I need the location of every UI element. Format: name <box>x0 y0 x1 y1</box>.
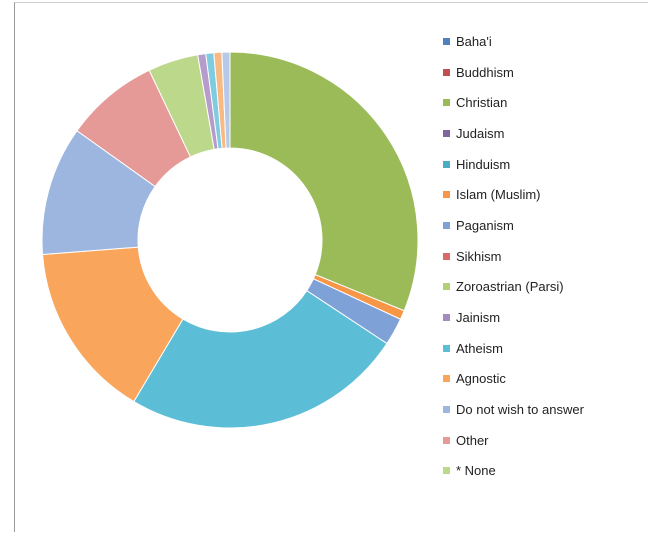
legend-item: Atheism <box>443 333 643 364</box>
legend-label: Zoroastrian (Parsi) <box>456 279 564 295</box>
legend-item: Islam (Muslim) <box>443 179 643 210</box>
slice-christian <box>229 51 419 312</box>
legend-label: Islam (Muslim) <box>456 187 541 203</box>
legend-label: Do not wish to answer <box>456 402 584 418</box>
legend-swatch <box>443 467 450 475</box>
legend-swatch <box>443 314 450 322</box>
legend-label: Hinduism <box>456 156 511 172</box>
slice-unlabeled-18 <box>221 51 231 149</box>
legend-swatch <box>443 283 450 291</box>
legend-item: Paganism <box>443 210 643 241</box>
legend-label: Christian <box>456 95 508 111</box>
legend-swatch <box>443 37 450 45</box>
legend-swatch <box>443 221 450 229</box>
legend-item: Buddhism <box>443 57 643 88</box>
legend-label: Jainism <box>456 310 501 326</box>
legend: Baha'i Buddhism Christian Judaism Hinduism Is… <box>443 26 643 486</box>
legend-item: Sikhism <box>443 241 643 272</box>
legend-item: Do not wish to answer <box>443 394 643 425</box>
legend-label: Sikhism <box>456 248 502 264</box>
legend-item: Agnostic <box>443 364 643 395</box>
legend-item: Hinduism <box>443 149 643 180</box>
legend-item: Baha'i <box>443 26 643 57</box>
legend-swatch <box>443 191 450 199</box>
legend-swatch <box>443 129 450 137</box>
legend-label: * None <box>456 463 496 479</box>
legend-swatch <box>443 436 450 444</box>
legend-swatch <box>443 406 450 414</box>
legend-label: Atheism <box>456 340 503 356</box>
legend-label: Other <box>456 432 489 448</box>
legend-swatch <box>443 68 450 76</box>
legend-item: Judaism <box>443 118 643 149</box>
slice-atheism <box>133 289 388 429</box>
legend-label: Baha'i <box>456 33 492 49</box>
legend-item: Other <box>443 425 643 456</box>
legend-item: * None <box>443 456 643 487</box>
legend-swatch <box>443 375 450 383</box>
legend-swatch <box>443 344 450 352</box>
legend-label: Buddhism <box>456 64 514 80</box>
legend-item: Jainism <box>443 302 643 333</box>
legend-label: Paganism <box>456 217 514 233</box>
legend-swatch <box>443 160 450 168</box>
legend-item: Zoroastrian (Parsi) <box>443 272 643 303</box>
legend-label: Agnostic <box>456 371 506 387</box>
legend-item: Christian <box>443 87 643 118</box>
legend-swatch <box>443 99 450 107</box>
legend-label: Judaism <box>456 125 505 141</box>
legend-swatch <box>443 252 450 260</box>
